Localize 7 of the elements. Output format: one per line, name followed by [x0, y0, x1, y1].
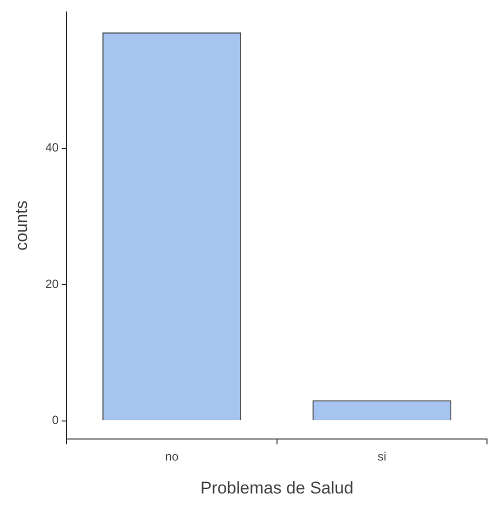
x-tick-label: si [378, 450, 386, 464]
x-tick-label: no [165, 450, 179, 464]
y-tick-label: 0 [52, 413, 60, 428]
y-tick-label: 20 [45, 276, 60, 291]
y-tick-label: 40 [45, 140, 60, 155]
y-axis-title: counts [12, 200, 31, 251]
x-axis-title: Problemas de Salud [200, 478, 354, 498]
